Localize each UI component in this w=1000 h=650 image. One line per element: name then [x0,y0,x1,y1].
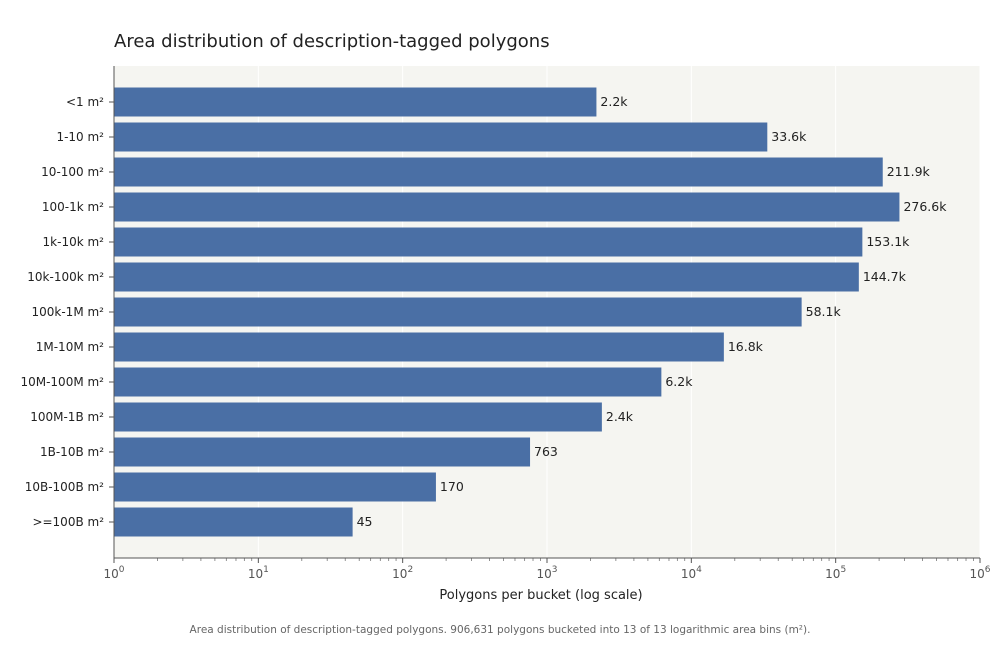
category-label: 100M-1B m² [30,410,104,424]
category-label: 1k-10k m² [43,235,105,249]
data-label: 763 [534,444,558,459]
x-axis-label: Polygons per bucket (log scale) [439,588,642,603]
bar [114,192,900,222]
data-label: 2.4k [606,409,634,424]
data-label: 33.6k [771,129,807,144]
category-label: 10k-100k m² [27,270,104,284]
data-label: 58.1k [806,304,842,319]
bar [114,262,859,292]
x-tick-label: 100 [103,565,124,581]
category-label: 1-10 m² [56,130,104,144]
x-tick-label: 104 [681,565,702,581]
category-label: 100k-1M m² [32,305,105,319]
data-label: 45 [357,514,373,529]
bar [114,507,353,537]
data-label: 6.2k [665,374,693,389]
bar [114,157,883,187]
category-label: >=100B m² [32,515,104,529]
data-label: 2.2k [600,94,628,109]
x-tick-label: 106 [969,565,990,581]
x-tick-label: 101 [248,565,269,581]
axes [109,66,981,563]
data-label: 211.9k [887,164,931,179]
bar [114,122,768,152]
category-label: <1 m² [66,95,104,109]
figure-caption: Area distribution of description-tagged … [189,624,811,636]
labels: 100 101 102 103 104 105 106 <1 m² 2.2k 1-10 m² 33.… [20,94,990,581]
x-tick-label: 105 [825,565,846,581]
category-label: 1M-10M m² [36,340,104,354]
bar [114,367,662,397]
bar [114,437,531,467]
data-label: 276.6k [903,199,947,214]
bar [114,227,863,257]
bar [114,297,802,327]
chart-title: Area distribution of description-tagged … [114,31,550,52]
bar [114,87,597,117]
bar [114,472,436,502]
bar [114,332,724,362]
bar [114,402,602,432]
category-label: 10M-100M m² [20,375,104,389]
data-label: 144.7k [863,269,907,284]
data-label: 153.1k [866,234,910,249]
category-label: 1B-10B m² [40,445,104,459]
data-label: 170 [440,479,464,494]
bars [114,87,900,537]
x-tick-label: 103 [536,565,557,581]
x-tick-label: 102 [392,565,413,581]
category-label: 100-1k m² [42,200,104,214]
category-label: 10B-100B m² [25,480,104,494]
data-label: 16.8k [728,339,764,354]
category-label: 10-100 m² [41,165,104,179]
